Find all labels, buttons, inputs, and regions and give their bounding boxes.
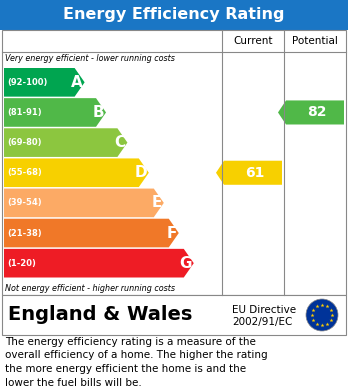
Polygon shape <box>4 98 106 127</box>
Text: (21-38): (21-38) <box>7 228 42 238</box>
Polygon shape <box>4 188 164 217</box>
Polygon shape <box>4 249 194 278</box>
Text: Energy Efficiency Rating: Energy Efficiency Rating <box>63 7 285 23</box>
Text: C: C <box>114 135 125 150</box>
Text: 82: 82 <box>307 106 327 120</box>
Text: The energy efficiency rating is a measure of the: The energy efficiency rating is a measur… <box>5 337 256 347</box>
Text: 2002/91/EC: 2002/91/EC <box>232 317 292 327</box>
Text: (92-100): (92-100) <box>7 78 47 87</box>
Text: D: D <box>134 165 147 180</box>
Text: (69-80): (69-80) <box>7 138 41 147</box>
Text: (55-68): (55-68) <box>7 168 42 177</box>
Text: EU Directive: EU Directive <box>232 305 296 315</box>
Polygon shape <box>216 161 282 185</box>
Bar <box>2 30 346 295</box>
Bar <box>2 295 346 335</box>
Polygon shape <box>4 68 85 97</box>
Text: G: G <box>179 256 192 271</box>
Circle shape <box>306 299 338 331</box>
Text: England & Wales: England & Wales <box>8 305 192 325</box>
Text: Potential: Potential <box>292 36 338 46</box>
Text: (39-54): (39-54) <box>7 198 42 207</box>
Polygon shape <box>4 158 149 187</box>
Text: overall efficiency of a home. The higher the rating: overall efficiency of a home. The higher… <box>5 350 268 361</box>
Text: the more energy efficient the home is and the: the more energy efficient the home is an… <box>5 364 246 374</box>
Text: Current: Current <box>233 36 273 46</box>
Bar <box>0 0 348 30</box>
Polygon shape <box>4 219 179 248</box>
Text: E: E <box>151 196 162 210</box>
Text: Very energy efficient - lower running costs: Very energy efficient - lower running co… <box>5 54 175 63</box>
Polygon shape <box>278 100 344 124</box>
Polygon shape <box>4 128 127 157</box>
Text: Not energy efficient - higher running costs: Not energy efficient - higher running co… <box>5 284 175 293</box>
Text: A: A <box>71 75 82 90</box>
Text: B: B <box>93 105 104 120</box>
Text: (81-91): (81-91) <box>7 108 42 117</box>
Text: F: F <box>166 226 177 240</box>
Text: 61: 61 <box>245 166 265 180</box>
Text: lower the fuel bills will be.: lower the fuel bills will be. <box>5 377 142 387</box>
Text: (1-20): (1-20) <box>7 259 36 268</box>
